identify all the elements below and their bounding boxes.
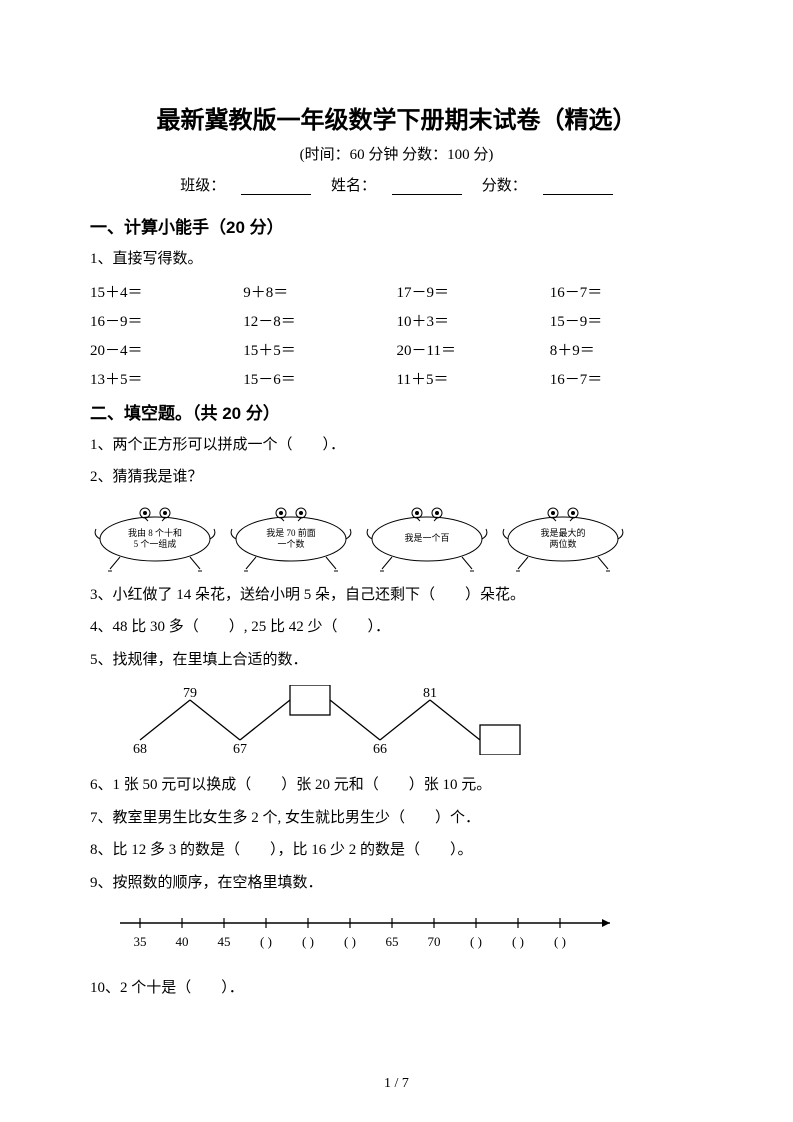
page: 最新冀教版一年级数学下册期末试卷（精选） (时间：60 分钟 分数：100 分)… [0, 0, 793, 1122]
name-blank[interactable] [392, 178, 462, 195]
nl-v: ( ) [512, 934, 524, 949]
creature-text: 我是一个百 [404, 533, 449, 543]
creature-text: 我是最大的 [540, 527, 585, 538]
score-blank[interactable] [543, 178, 613, 195]
calc-cell: 11＋5＝ [397, 368, 550, 389]
s2-q2: 2、猜猜我是谁？ [90, 466, 703, 489]
calc-cell: 15＋4＝ [90, 281, 243, 302]
creature-1: 我由 8 个十和 5 个一组成 [90, 499, 220, 574]
calc-cell: 12－8＝ [243, 310, 396, 331]
s2-q1: 1、两个正方形可以拼成一个（ ）． [90, 434, 703, 457]
section1-header: 一、计算小能手（20 分） [90, 213, 703, 238]
s2-q5: 5、找规律，在里填上合适的数． [90, 649, 703, 672]
nl-v: ( ) [260, 934, 272, 949]
calc-cell: 15－9＝ [550, 310, 703, 331]
class-blank[interactable] [241, 178, 311, 195]
score-label: 分数： [482, 178, 527, 194]
subtitle: (时间：60 分钟 分数：100 分) [90, 143, 703, 164]
nl-v: ( ) [344, 934, 356, 949]
calc-cell: 17－9＝ [397, 281, 550, 302]
nl-v: 45 [218, 934, 231, 949]
pat-v: 67 [233, 742, 247, 755]
calc-grid: 15＋4＝ 9＋8＝ 17－9＝ 16－7＝ 16－9＝ 12－8＝ 10＋3＝… [90, 281, 703, 389]
calc-cell: 20－4＝ [90, 339, 243, 360]
s2-q9: 9、按照数的顺序，在空格里填数． [90, 872, 703, 895]
creatures-row: 我由 8 个十和 5 个一组成 我是 70 前面 一个数 我是一个百 [90, 499, 703, 574]
calc-cell: 15－6＝ [243, 368, 396, 389]
calc-cell: 16－7＝ [550, 281, 703, 302]
pat-v: 79 [183, 686, 197, 701]
page-footer: 1 / 7 [0, 1076, 793, 1092]
creature-4: 我是最大的 两位数 [498, 499, 628, 574]
number-line: 35 40 45 ( ) ( ) ( ) 65 70 ( ) ( ) ( ) [110, 908, 630, 958]
calc-cell: 8＋9＝ [550, 339, 703, 360]
class-label: 班级： [180, 178, 225, 194]
page-title: 最新冀教版一年级数学下册期末试卷（精选） [90, 100, 703, 135]
nl-v: ( ) [302, 934, 314, 949]
calc-cell: 15＋5＝ [243, 339, 396, 360]
pattern-diagram: 68 79 67 66 81 [120, 685, 580, 755]
pat-v: 81 [423, 686, 437, 701]
s2-q3: 3、小红做了 14 朵花，送给小明 5 朵，自己还剩下（ ）朵花。 [90, 584, 703, 607]
nl-v: 65 [386, 934, 399, 949]
nl-v: 40 [176, 934, 189, 949]
calc-cell: 16－9＝ [90, 310, 243, 331]
calc-cell: 13＋5＝ [90, 368, 243, 389]
s2-q8: 8、比 12 多 3 的数是（ ），比 16 少 2 的数是（ ）。 [90, 839, 703, 862]
s2-q4: 4、48 比 30 多（ ）, 25 比 42 少（ ）． [90, 616, 703, 639]
section2-header: 二、填空题。（共 20 分） [90, 399, 703, 424]
s1-q1-label: 1、直接写得数。 [90, 248, 703, 271]
creature-text: 5 个一组成 [134, 538, 177, 549]
nl-v: ( ) [554, 934, 566, 949]
creature-text: 一个数 [277, 538, 304, 549]
s2-q10: 10、2 个十是（ ）． [90, 977, 703, 1000]
nl-v: ( ) [470, 934, 482, 949]
calc-cell: 10＋3＝ [397, 310, 550, 331]
creature-3: 我是一个百 [362, 499, 492, 574]
creature-text: 我由 8 个十和 [128, 527, 182, 538]
s2-q6: 6、1 张 50 元可以换成（ ）张 20 元和（ ）张 10 元。 [90, 774, 703, 797]
calc-cell: 20－11＝ [397, 339, 550, 360]
creature-2: 我是 70 前面 一个数 [226, 499, 356, 574]
calc-cell: 16－7＝ [550, 368, 703, 389]
pat-v: 66 [373, 742, 387, 755]
nl-v: 70 [428, 934, 441, 949]
s2-q7: 7、教室里男生比女生多 2 个, 女生就比男生少（ ）个． [90, 807, 703, 830]
info-line: 班级： 姓名： 分数： [90, 174, 703, 195]
nl-v: 35 [134, 934, 147, 949]
creature-text: 我是 70 前面 [266, 527, 316, 538]
name-label: 姓名： [331, 178, 376, 194]
creature-text: 两位数 [549, 538, 576, 549]
pat-v: 68 [133, 742, 147, 755]
calc-cell: 9＋8＝ [243, 281, 396, 302]
